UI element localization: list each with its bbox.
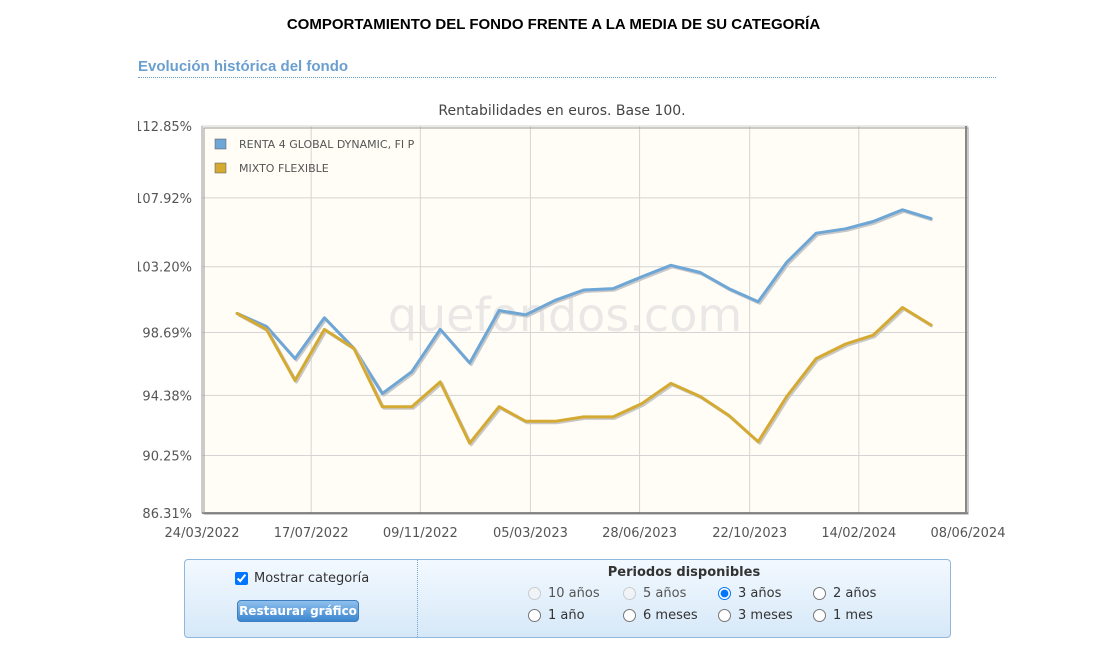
- period-2-anos-label: 2 años: [833, 586, 877, 601]
- category-series-line: [235, 306, 933, 445]
- section-title: Evolución histórica del fondo: [138, 58, 996, 78]
- x-tick-label: 24/03/2022: [165, 526, 240, 541]
- plot-area-background: [202, 126, 968, 514]
- period-10-anos-radio[interactable]: [528, 587, 541, 600]
- y-tick-label: 94.38%: [142, 389, 192, 404]
- period-3-anos[interactable]: 3 años: [718, 586, 781, 601]
- y-tick-label: 86.31%: [142, 507, 192, 522]
- chart-svg: Rentabilidades en euros. Base 100. quefo…: [138, 94, 1008, 546]
- y-tick-label: 107.92%: [138, 192, 192, 207]
- period-1-mes-radio[interactable]: [813, 609, 826, 622]
- period-2-anos[interactable]: 2 años: [813, 586, 876, 601]
- plot-frame-shadow: [203, 127, 969, 515]
- y-tick-label: 112.85%: [138, 120, 192, 135]
- period-6-meses-radio[interactable]: [623, 609, 636, 622]
- chart-controls-panel: Mostrar categoría Restaurar gráfico Peri…: [184, 559, 951, 638]
- restaurar-grafico-button[interactable]: Restaurar gráfico: [237, 600, 359, 622]
- x-tick-label: 09/11/2022: [383, 526, 458, 541]
- period-5-anos[interactable]: 5 años: [623, 586, 686, 601]
- period-3-anos-radio[interactable]: [718, 587, 731, 600]
- period-1-ano-label: 1 año: [548, 608, 585, 623]
- periodos-controls: Periodos disponibles 10 años 5 años 3 añ…: [418, 560, 950, 637]
- period-2-anos-radio[interactable]: [813, 587, 826, 600]
- y-tick-label: 98.69%: [142, 326, 192, 341]
- axes: [201, 126, 969, 515]
- legend-label: RENTA 4 GLOBAL DYNAMIC, FI P: [239, 138, 415, 151]
- series-lines: [235, 208, 934, 447]
- x-tick-label: 17/07/2022: [274, 526, 349, 541]
- period-1-ano[interactable]: 1 año: [528, 608, 585, 623]
- mostrar-categoria-label: Mostrar categoría: [254, 571, 370, 586]
- period-3-meses-label: 3 meses: [738, 608, 793, 623]
- period-6-meses-label: 6 meses: [643, 608, 698, 623]
- x-tick-label: 28/06/2023: [602, 526, 677, 541]
- chart-title: Rentabilidades en euros. Base 100.: [438, 103, 685, 119]
- period-3-meses-radio[interactable]: [718, 609, 731, 622]
- period-6-meses[interactable]: 6 meses: [623, 608, 698, 623]
- period-1-mes[interactable]: 1 mes: [813, 608, 873, 623]
- performance-chart: Rentabilidades en euros. Base 100. quefo…: [138, 94, 1008, 546]
- page-title: COMPORTAMIENTO DEL FONDO FRENTE A LA MED…: [286, 16, 821, 33]
- mostrar-categoria-checkbox[interactable]: [235, 572, 248, 585]
- legend-swatch: [214, 162, 227, 174]
- period-5-anos-label: 5 años: [643, 586, 687, 601]
- period-5-anos-radio[interactable]: [623, 587, 636, 600]
- period-3-meses[interactable]: 3 meses: [718, 608, 793, 623]
- legend-label: MIXTO FLEXIBLE: [239, 162, 329, 175]
- period-3-anos-label: 3 años: [738, 586, 782, 601]
- category-controls: Mostrar categoría Restaurar gráfico: [185, 560, 418, 637]
- legend: RENTA 4 GLOBAL DYNAMIC, FI P MIXTO FLEXIB…: [214, 138, 415, 175]
- periodos-title: Periodos disponibles: [607, 565, 761, 580]
- y-tick-label: 103.20%: [138, 261, 192, 276]
- period-10-anos-label: 10 años: [548, 586, 600, 601]
- y-tick-label: 90.25%: [142, 450, 192, 465]
- period-1-mes-label: 1 mes: [833, 608, 873, 623]
- y-tick-labels: 112.85% 107.92% 103.20% 98.69% 94.38% 90.25% 8…: [138, 120, 192, 522]
- x-tick-label: 22/10/2023: [712, 526, 787, 541]
- legend-swatch: [214, 138, 227, 150]
- x-tick-label: 14/02/2024: [821, 526, 896, 541]
- mostrar-categoria-option[interactable]: Mostrar categoría: [235, 571, 369, 586]
- x-tick-label: 08/06/2024: [931, 526, 1006, 541]
- x-tick-label: 05/03/2023: [493, 526, 568, 541]
- period-10-anos[interactable]: 10 años: [528, 586, 600, 601]
- x-tick-labels: 24/03/2022 17/07/2022 09/11/2022 05/03/2023…: [165, 526, 1006, 541]
- period-1-ano-radio[interactable]: [528, 609, 541, 622]
